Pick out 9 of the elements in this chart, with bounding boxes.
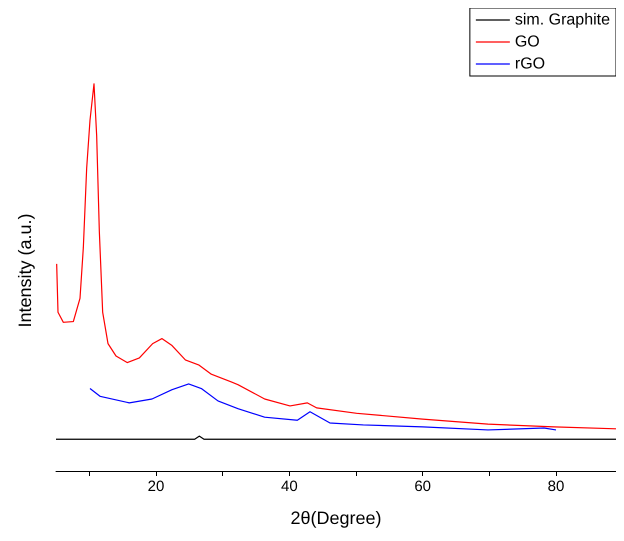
x-tick-label: 40: [280, 478, 298, 495]
y-axis-title: Intensity (a.u.): [15, 213, 35, 328]
legend-label: rGO: [514, 56, 546, 72]
legend-label: GO: [514, 34, 540, 50]
x-tick-label: 60: [414, 478, 432, 495]
x-tick-label: 20: [148, 478, 164, 495]
x-tick-label: 80: [548, 478, 564, 495]
legend-label: sim. Graphite: [514, 12, 610, 28]
x-axis-title: 2θ(Degree): [290, 508, 382, 528]
